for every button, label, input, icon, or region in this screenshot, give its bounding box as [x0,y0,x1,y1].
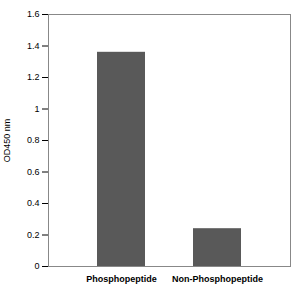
svg-text:Non-Phosphopeptide: Non-Phosphopeptide [172,274,263,284]
svg-text:1.6: 1.6 [27,9,40,19]
svg-text:0.2: 0.2 [27,230,40,240]
svg-text:1.2: 1.2 [27,72,40,82]
svg-text:0: 0 [34,261,39,271]
svg-text:1: 1 [34,104,39,114]
svg-text:OD450 nm: OD450 nm [2,119,12,163]
svg-text:Phosphopeptide: Phosphopeptide [86,274,157,284]
svg-text:0.8: 0.8 [27,135,40,145]
svg-text:0.4: 0.4 [27,198,40,208]
svg-text:1.4: 1.4 [27,41,40,51]
svg-text:0.6: 0.6 [27,167,40,177]
